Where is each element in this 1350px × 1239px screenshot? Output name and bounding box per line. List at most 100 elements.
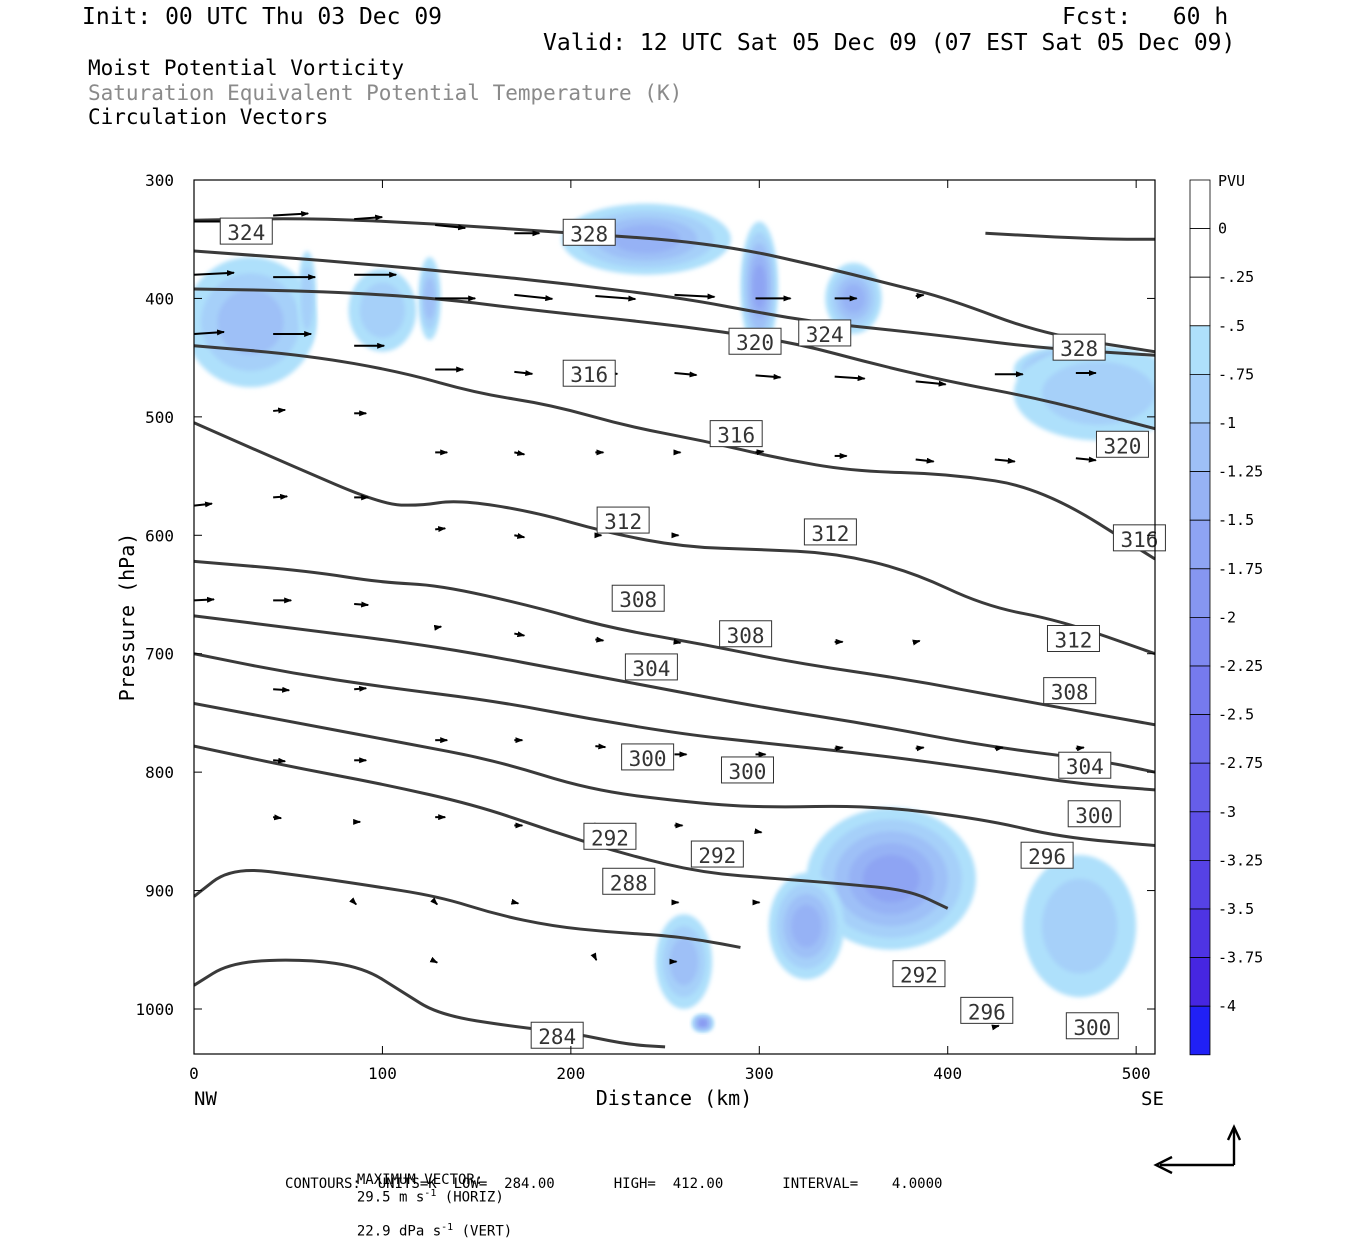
x-tick-label: 0 [189,1064,199,1083]
circulation-vector [994,457,1016,464]
pv-region [359,282,406,338]
contour-320 [194,287,1155,431]
init-time: Init: 00 UTC Thu 03 Dec 09 [82,4,443,30]
contour-label: 308 [1043,677,1097,705]
circulation-vector [754,828,763,835]
contour-label: 304 [1058,751,1112,779]
valid-time: Valid: 12 UTC Sat 05 Dec 09 (07 EST Sat … [543,30,1236,56]
circulation-vector [510,898,520,905]
colorbar-label: -4 [1218,997,1236,1015]
max-vector-vert: 22.9 dPa s [356,1223,442,1239]
colorbar-label: -2.25 [1218,657,1263,675]
pv-region [669,937,699,986]
y-tick-label: 500 [145,408,174,427]
colorbar-bin [1189,617,1211,667]
circulation-vector [674,293,716,300]
colorbar-label: -.25 [1218,268,1254,286]
contour-288 [194,868,741,949]
contour-label-text: 304 [632,657,670,681]
x-right-label: SE [1141,1088,1164,1110]
contour-label-text: 312 [1055,629,1093,653]
contour-label-box [719,620,773,648]
colorbar-bin [1189,422,1211,472]
colorbar-bin [1189,373,1211,424]
contour-label: 292 [892,960,946,988]
contour-304 [194,614,1155,774]
circulation-vector [273,814,283,821]
circulation-vector [273,686,291,693]
x-tick-label: 300 [745,1064,774,1083]
y-tick-label: 400 [145,289,174,308]
vert-exponent: -1 [441,1221,454,1233]
contour-label-text: 292 [591,826,629,850]
circulation-vector [915,745,925,752]
colorbar-bin [1189,860,1211,910]
contour-label-box [621,743,675,771]
contour-label: 296 [1020,841,1074,869]
contour-labels: 324 328 316 320 324 328 316 320 312 312 316 308 308 3… [219,217,1166,1049]
circulation-vector [430,897,438,906]
x-tick-label: 200 [556,1064,585,1083]
circulation-vector [915,457,935,464]
contour-label-box [1043,677,1097,705]
contour-label: 316 [562,359,616,387]
x-tick-label: 400 [933,1064,962,1083]
contour-label: 320 [728,327,782,355]
contour-label-text: 316 [717,424,755,448]
contour-label-text: 328 [570,222,608,246]
y-tick-label: 700 [145,645,174,664]
x-tick-label: 500 [1122,1064,1151,1083]
contour-label-box [562,359,616,387]
colorbar-bin [1189,471,1211,521]
contour-label: 304 [624,653,678,681]
contour-label-box [1052,333,1106,361]
circulation-vector [912,639,921,646]
contour-308 [194,559,1155,727]
contour-label-box [219,217,273,245]
pv-shading [194,203,1155,1033]
max-vector-label: MAXIMUM VECTOR: [356,1172,484,1188]
contour-label-box [596,506,650,534]
pv-region [1041,361,1155,425]
contour-label-text: 324 [227,221,265,245]
circulation-vector [834,375,866,382]
contour-label: 300 [621,743,675,771]
axes: 0 100 200 300 400 500 300 400 500 600 700 800 900 100… [135,171,1155,1083]
colorbar-bin [1189,276,1211,327]
circulation-vector [1075,456,1097,463]
y-tick-label: 600 [145,526,174,545]
y-tick-label: 800 [145,763,174,782]
pv-region [862,855,920,903]
theta-es-contours [194,217,1155,1049]
contour-label-text: 300 [1073,1016,1111,1040]
contour-label: 296 [960,996,1014,1024]
contour-label-box [624,653,678,681]
pv-colorbar: 0 -.25 -.5 -.75 -1 -1.25 -1.5 -1.75 -2 -2.25 -2.5 -… [1189,179,1263,1056]
contour-284 [194,958,666,1049]
pv-region [217,289,284,355]
circulation-vector [514,450,526,456]
contour-312 [194,421,1155,656]
contour-label: 324 [798,319,852,347]
circulation-vector [194,596,215,603]
contour-label-text: 320 [1104,434,1142,458]
colorbar-label: -3.75 [1218,949,1263,967]
contour-label-text: 304 [1066,755,1104,779]
contour-label-box [803,518,857,546]
circulation-vector [994,745,1004,752]
contour-label-box [1065,1012,1119,1040]
contour-label-box [1020,841,1074,869]
colorbar-bin [1189,714,1211,764]
circulation-vector [834,745,844,752]
contour-label: 292 [583,822,637,850]
circulation-vector [435,526,447,533]
y-tick-label: 300 [145,171,174,190]
colorbar-label: -2.75 [1218,754,1263,772]
contour-label-text: 300 [729,760,767,784]
contour-label-text: 312 [604,510,642,534]
title-theta-es: Saturation Equivalent Potential Temperat… [88,81,683,105]
circulation-vector [194,270,235,277]
contour-info: CONTOURS: UNITS=K LOW= 284.00 HIGH= 412.… [285,1176,943,1192]
contour-label-box [611,584,665,612]
contour-label-text: 312 [811,522,849,546]
